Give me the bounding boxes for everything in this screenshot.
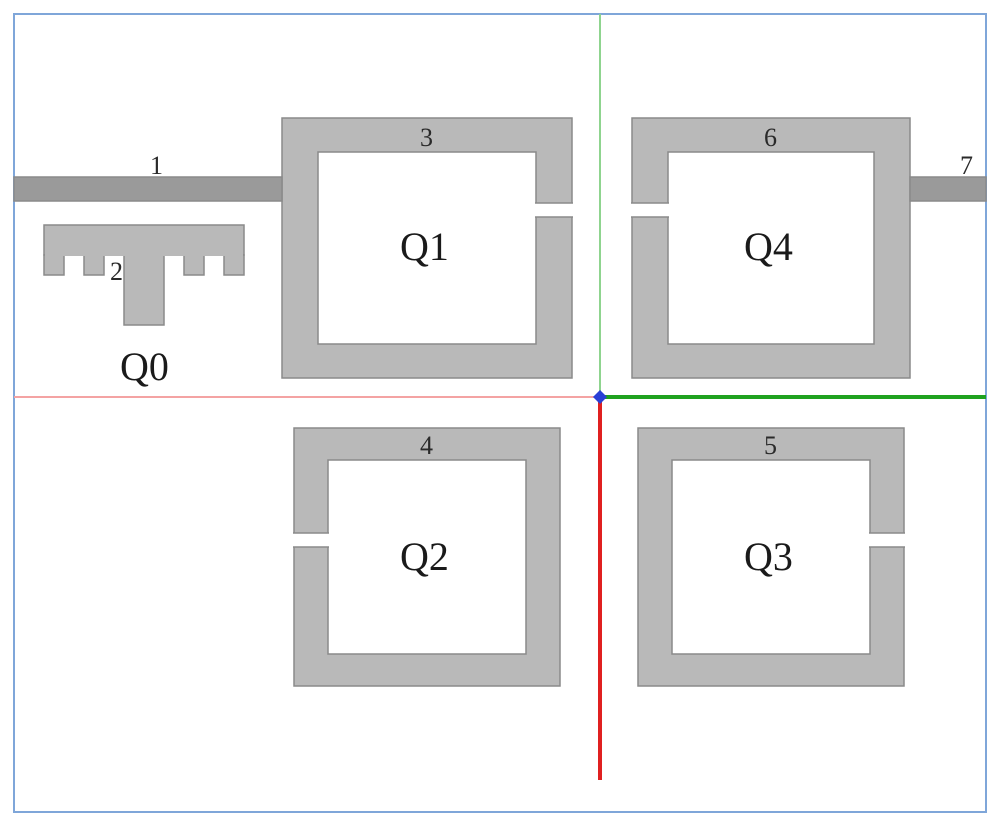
origin-marker [593, 390, 607, 404]
ring-gap-Q1 [535, 203, 573, 217]
ring-gap-Q4 [631, 203, 669, 217]
label-Q2: Q2 [400, 534, 449, 579]
label-num-3: 3 [420, 123, 433, 152]
label-Q1: Q1 [400, 224, 449, 269]
label-Q0: Q0 [120, 344, 169, 389]
label-num-6: 6 [764, 123, 777, 152]
q0-tab-right [184, 255, 204, 275]
q0-structure [44, 225, 244, 325]
q0-stem [124, 255, 164, 325]
ring-gap-Q2 [293, 533, 329, 547]
feedline-left [14, 177, 282, 201]
q0-tab-left [84, 255, 104, 275]
label-Q4: Q4 [744, 224, 793, 269]
feedline-right [910, 177, 986, 201]
label-Q3: Q3 [744, 534, 793, 579]
ring-gap-Q3 [869, 533, 905, 547]
q0-left-leg [44, 255, 64, 275]
label-num-4: 4 [420, 431, 433, 460]
diagram-canvas: 1 2 3 4 5 6 7 Q0 Q1 Q2 Q3 Q4 [0, 0, 1000, 826]
label-num-2: 2 [110, 257, 123, 286]
q0-top-bar [44, 225, 244, 255]
label-num-5: 5 [764, 431, 777, 460]
label-num-1: 1 [150, 151, 163, 180]
q0-right-leg [224, 255, 244, 275]
label-num-7: 7 [960, 151, 973, 180]
